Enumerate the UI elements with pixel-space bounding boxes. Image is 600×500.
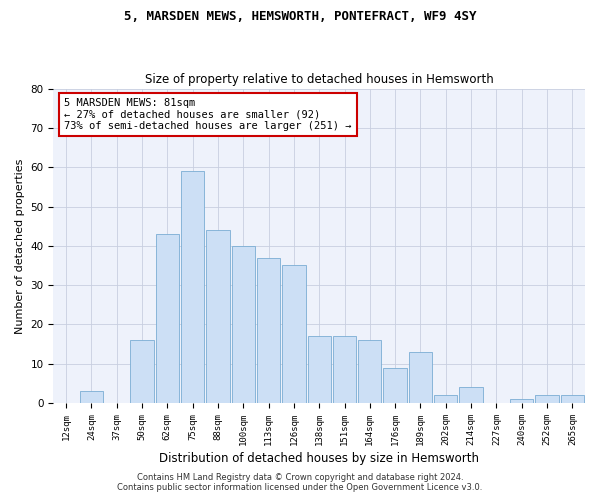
Bar [257,258,280,403]
Bar [232,246,255,403]
Bar [560,395,584,403]
Bar [206,230,230,403]
Bar [155,234,179,403]
Bar [308,336,331,403]
X-axis label: Distribution of detached houses by size in Hemsworth: Distribution of detached houses by size … [159,452,479,465]
Text: Contains HM Land Registry data © Crown copyright and database right 2024.
Contai: Contains HM Land Registry data © Crown c… [118,473,482,492]
Bar [282,266,305,403]
Y-axis label: Number of detached properties: Number of detached properties [15,158,25,334]
Bar [130,340,154,403]
Bar [535,395,559,403]
Bar [333,336,356,403]
Bar [409,352,432,403]
Bar [434,395,457,403]
Title: Size of property relative to detached houses in Hemsworth: Size of property relative to detached ho… [145,73,494,86]
Text: 5 MARSDEN MEWS: 81sqm
← 27% of detached houses are smaller (92)
73% of semi-deta: 5 MARSDEN MEWS: 81sqm ← 27% of detached … [64,98,352,131]
Bar [358,340,382,403]
Bar [510,399,533,403]
Bar [80,392,103,403]
Text: 5, MARSDEN MEWS, HEMSWORTH, PONTEFRACT, WF9 4SY: 5, MARSDEN MEWS, HEMSWORTH, PONTEFRACT, … [124,10,476,23]
Bar [383,368,407,403]
Bar [460,388,483,403]
Bar [181,171,204,403]
